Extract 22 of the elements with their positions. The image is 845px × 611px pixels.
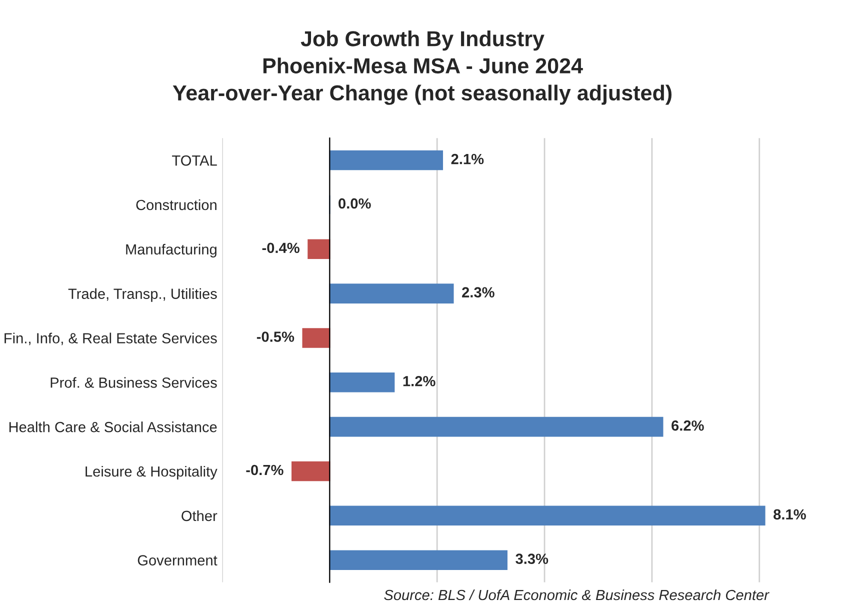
y-tick-label: TOTAL	[172, 155, 217, 166]
y-tick-label: Manufacturing	[126, 244, 216, 258]
data-label: 1.2%	[403, 376, 436, 386]
data-label: 6.2%	[672, 420, 704, 431]
data-label: -0.4%	[262, 242, 300, 254]
y-tick-label: Trade, Transp., Utilities	[68, 288, 217, 302]
y-tick-label: Health Care & Social Assistance	[9, 422, 217, 432]
y-tick-label: Government	[138, 555, 218, 566]
source-note: Source: BLS / UofA Economic & Business Research Center	[384, 589, 770, 600]
data-label: 8.1%	[774, 509, 806, 520]
chart-title: Job Growth By Industry Phoenix-Mesa MSA - June 2024 Year-over-Year Change (not seasonally adjusted)	[172, 30, 672, 105]
y-tick-label: Leisure & Hospitality	[86, 466, 218, 480]
y-tick-label: Construction	[136, 199, 216, 210]
data-label: -0.7%	[246, 464, 284, 476]
y-tick-label: Other	[182, 510, 218, 522]
y-tick-label: Prof. & Business Services	[50, 377, 217, 388]
data-label: 2.1%	[451, 154, 484, 164]
data-label: -0.5%	[256, 332, 294, 342]
y-tick-label: Fin., Info, & Real Estate Services	[4, 332, 217, 346]
data-label: 0.0%	[338, 198, 371, 209]
data-label: 2.3%	[462, 287, 494, 298]
data-label: 3.3%	[516, 554, 548, 564]
